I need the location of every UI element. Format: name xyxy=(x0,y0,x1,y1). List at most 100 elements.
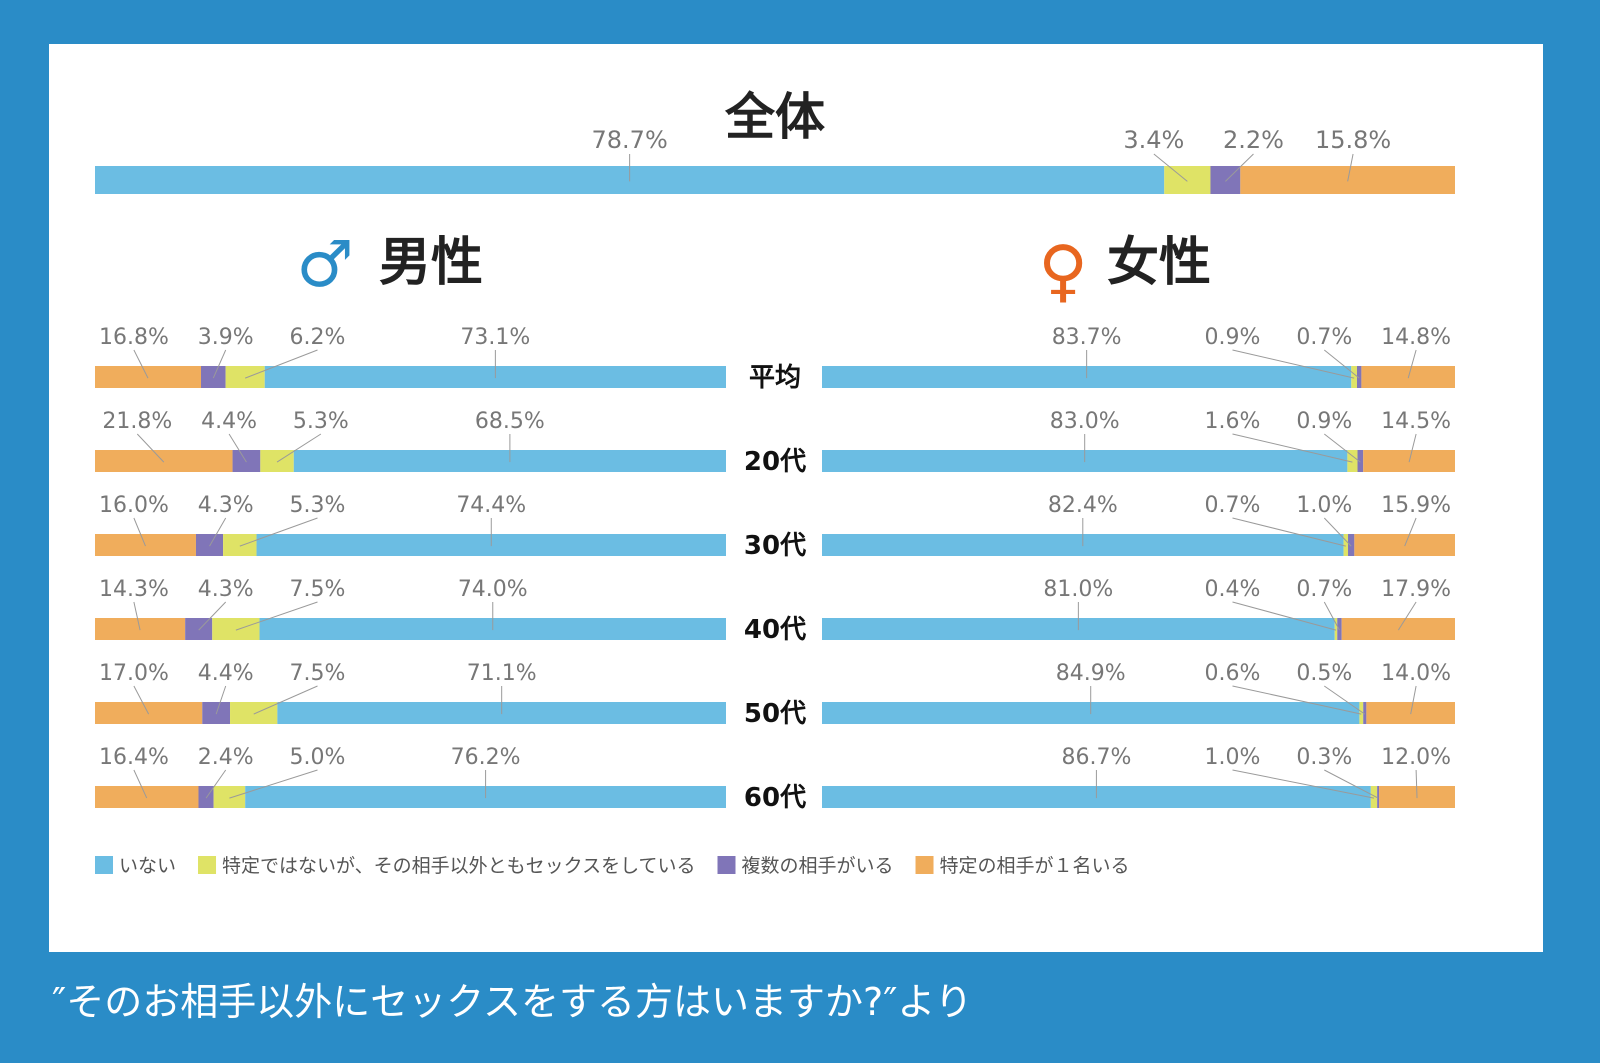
male-row-5-label-one-partner: 16.4% xyxy=(99,745,169,770)
female-row-3-label-one-partner: 17.9% xyxy=(1381,577,1451,602)
male-row-1-leader-nonspecific xyxy=(276,433,322,463)
male-row-1-leader-multiple xyxy=(228,433,247,463)
legend-swatch-none xyxy=(95,856,113,874)
female-row-2-label-nonspecific: 0.7% xyxy=(1205,493,1261,518)
female-row-1-label-nonspecific: 1.6% xyxy=(1205,409,1261,434)
overall-leader-multiple xyxy=(1225,153,1254,182)
male-row-3-bar-multiple xyxy=(185,618,213,640)
female-row-1-leader-nonspecific xyxy=(1232,433,1353,463)
female-row-2-leader-nonspecific xyxy=(1232,517,1346,547)
female-row-3-bar-multiple xyxy=(1337,618,1342,640)
female-row-0-label-nonspecific: 0.9% xyxy=(1205,325,1261,350)
row-label-1: 20代 xyxy=(744,447,806,477)
male-row-1-bar-one-partner xyxy=(95,450,233,472)
male-row-4-leader-multiple xyxy=(215,685,227,715)
female-row-2-leader-one-partner xyxy=(1404,517,1417,547)
overall-leader-nonspecific xyxy=(1153,153,1188,182)
caption: ″そのお相手以外にセックスをする方はいますか?″より xyxy=(52,980,973,1024)
female-row-3-bar-nonspecific xyxy=(1334,618,1338,640)
male-row-1-label-multiple: 4.4% xyxy=(201,409,257,434)
male-row-4-leader-one-partner xyxy=(133,685,150,715)
male-row-4-bar-one-partner xyxy=(95,702,203,724)
female-row-4-label-nonspecific: 0.6% xyxy=(1205,661,1261,686)
female-row-0-leader-one-partner xyxy=(1407,349,1417,379)
row-label-3: 40代 xyxy=(744,615,806,645)
legend-label-nonspecific: 特定ではないが、その相手以外ともセックスをしている xyxy=(222,855,695,877)
female-row-4-leader-multiple xyxy=(1324,685,1366,715)
male-row-5-label-nonspecific: 5.0% xyxy=(290,745,346,770)
female-row-5-bar-nonspecific xyxy=(1370,786,1378,808)
male-row-0-leader-multiple xyxy=(212,349,227,379)
male-row-1-label-none: 68.5% xyxy=(475,409,545,434)
female-row-4-label-multiple: 0.5% xyxy=(1296,661,1352,686)
male-row-1-label-one-partner: 21.8% xyxy=(102,409,172,434)
female-row-4-bar-multiple xyxy=(1363,702,1367,724)
overall-title: 全体 xyxy=(724,88,825,146)
female-row-4-leader-one-partner xyxy=(1410,685,1417,715)
male-row-4-leader-nonspecific xyxy=(253,685,318,715)
female-row-5-bar-multiple xyxy=(1377,786,1380,808)
male-row-2-label-nonspecific: 5.3% xyxy=(290,493,346,518)
row-label-2: 30代 xyxy=(744,531,806,561)
female-row-0-bar-multiple xyxy=(1356,366,1362,388)
male-row-0-label-multiple: 3.9% xyxy=(198,325,254,350)
male-row-1-leader-one-partner xyxy=(136,433,165,463)
male-row-3-label-one-partner: 14.3% xyxy=(99,577,169,602)
overall-label-one-partner: 15.8% xyxy=(1315,126,1391,154)
male-row-4-label-multiple: 4.4% xyxy=(198,661,254,686)
male-row-0-leader-nonspecific xyxy=(244,349,318,379)
chart-panel: 全体 78.7% 3.4% 2.2% 15.8% ♂ 男性 ♀ 女性 16.8% 3.9% 6.2% 7… xyxy=(49,44,1543,952)
female-row-1-label-one-partner: 14.5% xyxy=(1381,409,1451,434)
female-row-5-label-one-partner: 12.0% xyxy=(1381,745,1451,770)
male-row-1-bar-nonspecific xyxy=(260,450,294,472)
female-row-0-leader-nonspecific xyxy=(1232,349,1355,379)
male-row-3-label-nonspecific: 7.5% xyxy=(290,577,346,602)
female-row-0-label-multiple: 0.7% xyxy=(1296,325,1352,350)
female-row-4-label-none: 84.9% xyxy=(1056,661,1126,686)
female-row-1-label-none: 83.0% xyxy=(1050,409,1120,434)
male-row-4-label-one-partner: 17.0% xyxy=(99,661,169,686)
overall-label-nonspecific: 3.4% xyxy=(1123,126,1184,154)
female-row-3-label-multiple: 0.7% xyxy=(1296,577,1352,602)
male-row-5-bar-multiple xyxy=(198,786,214,808)
overall-bar-nonspecific xyxy=(1164,166,1211,194)
row-label-0: 平均 xyxy=(749,363,801,393)
male-row-5-label-none: 76.2% xyxy=(451,745,521,770)
female-row-2-label-one-partner: 15.9% xyxy=(1381,493,1451,518)
female-row-0-label-none: 83.7% xyxy=(1052,325,1122,350)
male-row-2-label-multiple: 4.3% xyxy=(198,493,254,518)
female-symbol-icon: ♀ xyxy=(1038,232,1088,311)
row-label-5: 60代 xyxy=(744,783,806,813)
female-row-1-bar-multiple xyxy=(1357,450,1364,472)
female-row-0-bar-nonspecific xyxy=(1351,366,1357,388)
male-row-5-bar-nonspecific xyxy=(213,786,246,808)
female-row-3-label-none: 81.0% xyxy=(1043,577,1113,602)
female-row-5-label-nonspecific: 1.0% xyxy=(1205,745,1261,770)
male-row-4-label-none: 71.1% xyxy=(467,661,537,686)
female-row-4-leader-nonspecific xyxy=(1232,685,1362,715)
legend-swatch-nonspecific xyxy=(198,856,217,874)
female-row-2-bar-multiple xyxy=(1348,534,1355,556)
female-row-4-bar-nonspecific xyxy=(1359,702,1364,724)
male-row-2-bar-multiple xyxy=(195,534,224,556)
female-row-3-leader-multiple xyxy=(1323,601,1340,631)
male-row-5-leader-multiple xyxy=(205,769,227,799)
male-row-1-bar-multiple xyxy=(232,450,261,472)
female-row-1-bar-nonspecific xyxy=(1347,450,1358,472)
male-row-5-label-multiple: 2.4% xyxy=(198,745,254,770)
male-row-3-leader-one-partner xyxy=(133,601,141,631)
female-title: 女性 xyxy=(1107,233,1211,293)
row-label-4: 50代 xyxy=(744,699,806,729)
female-row-2-leader-multiple xyxy=(1323,517,1352,547)
male-row-5-leader-nonspecific xyxy=(229,769,318,799)
overall-label-multiple: 2.2% xyxy=(1223,126,1284,154)
female-row-1-leader-multiple xyxy=(1323,433,1361,463)
overall-label-none: 78.7% xyxy=(592,126,668,154)
female-row-5-label-multiple: 0.3% xyxy=(1296,745,1352,770)
male-row-0-label-nonspecific: 6.2% xyxy=(290,325,346,350)
male-row-0-label-none: 73.1% xyxy=(460,325,530,350)
male-row-2-leader-multiple xyxy=(209,517,227,547)
female-row-5-leader-multiple xyxy=(1324,769,1379,799)
legend-label-multiple: 複数の相手がいる xyxy=(742,855,894,877)
stacked-bar-chart: 全体 78.7% 3.4% 2.2% 15.8% ♂ 男性 ♀ 女性 16.8% 3.9% 6.2% 7… xyxy=(95,88,1455,877)
